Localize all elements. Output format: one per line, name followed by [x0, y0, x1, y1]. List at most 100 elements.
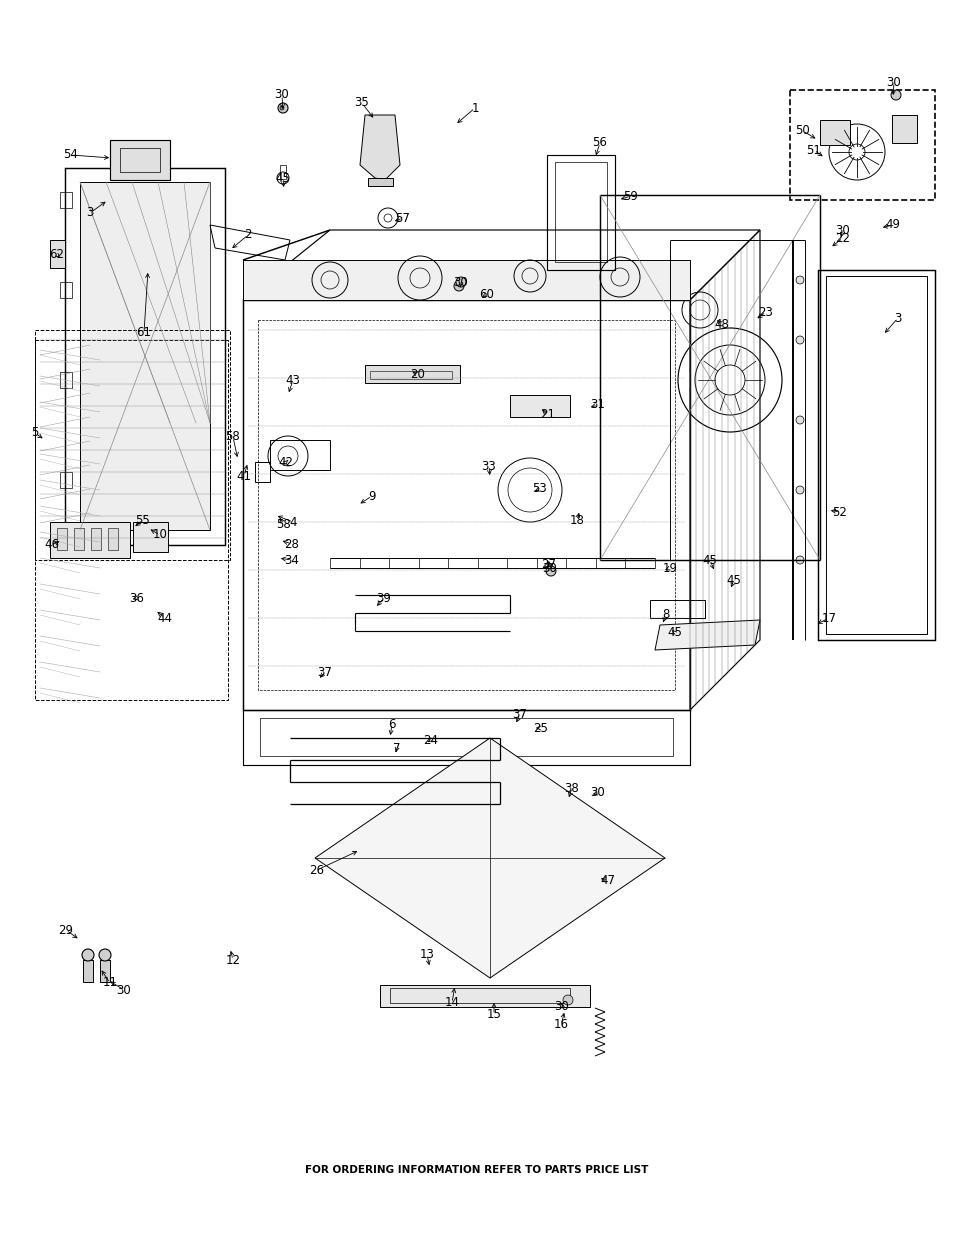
Text: 35: 35 [355, 96, 369, 110]
Text: 20: 20 [410, 368, 425, 382]
Text: 56: 56 [592, 137, 607, 149]
Bar [817, 270, 934, 640]
Bar [243, 261, 689, 300]
Text: 41: 41 [236, 469, 252, 483]
Circle shape [795, 416, 803, 424]
Bar [891, 115, 916, 143]
Text: 6: 6 [388, 718, 395, 730]
Bar [120, 148, 160, 172]
Bar [91, 529, 101, 550]
Text: 45: 45 [726, 573, 740, 587]
Text: 49: 49 [884, 219, 900, 231]
Text: 58: 58 [276, 517, 291, 531]
Text: 34: 34 [284, 553, 299, 567]
Text: 37: 37 [512, 709, 527, 721]
Bar [270, 440, 330, 471]
Text: 3: 3 [86, 206, 93, 220]
Circle shape [890, 90, 900, 100]
Bar [243, 300, 689, 710]
Text: 33: 33 [481, 459, 496, 473]
Text: 24: 24 [423, 734, 438, 746]
Bar [60, 472, 71, 488]
Text: 60: 60 [479, 288, 494, 300]
Bar [789, 90, 934, 200]
Text: 53: 53 [532, 483, 547, 495]
Text: 12: 12 [225, 953, 240, 967]
Text: 30: 30 [542, 562, 557, 574]
Bar [257, 320, 675, 690]
Bar [260, 718, 672, 756]
Text: 52: 52 [832, 505, 846, 519]
Text: 23: 23 [758, 305, 773, 319]
Text: 13: 13 [419, 948, 434, 962]
Text: 1: 1 [471, 101, 478, 115]
Text: 38: 38 [564, 782, 578, 794]
Text: 46: 46 [45, 538, 59, 552]
Text: 45: 45 [275, 172, 290, 184]
Bar [132, 522, 168, 552]
Text: 29: 29 [58, 924, 73, 936]
Polygon shape [359, 115, 399, 180]
Text: 2: 2 [244, 228, 252, 242]
Bar [254, 462, 270, 482]
Text: 51: 51 [805, 143, 821, 157]
Text: 21: 21 [540, 409, 555, 421]
Bar [60, 372, 71, 388]
Text: FOR ORDERING INFORMATION REFER TO PARTS PRICE LIST: FOR ORDERING INFORMATION REFER TO PARTS … [305, 1165, 648, 1174]
Text: 30: 30 [116, 983, 132, 997]
Text: 43: 43 [285, 373, 300, 387]
Bar [65, 168, 225, 545]
Bar [510, 395, 569, 417]
Bar [50, 522, 130, 558]
Text: 7: 7 [393, 741, 400, 755]
Circle shape [99, 948, 111, 961]
Circle shape [82, 948, 94, 961]
Bar [280, 165, 286, 179]
Text: 39: 39 [376, 592, 391, 604]
Text: 36: 36 [130, 592, 144, 604]
Bar [820, 120, 849, 144]
Text: 54: 54 [64, 148, 78, 162]
Text: 62: 62 [50, 248, 65, 262]
Text: 26: 26 [309, 863, 324, 877]
Text: 45: 45 [701, 553, 717, 567]
Bar [50, 240, 65, 268]
Bar [370, 370, 452, 379]
Text: 18: 18 [569, 514, 584, 526]
Circle shape [280, 106, 284, 110]
Text: 42: 42 [278, 456, 294, 468]
Bar [825, 275, 926, 634]
Text: 50: 50 [795, 125, 809, 137]
Bar [365, 366, 459, 383]
Circle shape [795, 487, 803, 494]
Text: 10: 10 [152, 529, 168, 541]
Bar [379, 986, 589, 1007]
Text: 27: 27 [541, 557, 556, 571]
Polygon shape [314, 739, 664, 978]
Text: 17: 17 [821, 611, 836, 625]
Circle shape [456, 277, 465, 287]
Text: 28: 28 [284, 537, 299, 551]
Text: 30: 30 [885, 75, 901, 89]
Bar [108, 529, 118, 550]
Text: 14: 14 [444, 997, 459, 1009]
Text: 30: 30 [453, 275, 468, 289]
Text: 22: 22 [835, 231, 850, 245]
Bar [243, 710, 689, 764]
Text: 30: 30 [590, 787, 605, 799]
Text: 30: 30 [274, 89, 289, 101]
Bar [555, 162, 606, 262]
Text: 15: 15 [486, 1009, 501, 1021]
Text: 44: 44 [157, 611, 172, 625]
Text: 48: 48 [714, 319, 729, 331]
Bar [80, 182, 210, 530]
Text: 19: 19 [661, 562, 677, 574]
Text: 61: 61 [136, 326, 152, 340]
Bar [368, 178, 393, 186]
Text: 8: 8 [661, 609, 669, 621]
Text: 45: 45 [667, 626, 681, 640]
Text: 31: 31 [590, 399, 605, 411]
Circle shape [545, 566, 556, 576]
Text: 57: 57 [395, 211, 410, 225]
Text: 9: 9 [368, 489, 375, 503]
